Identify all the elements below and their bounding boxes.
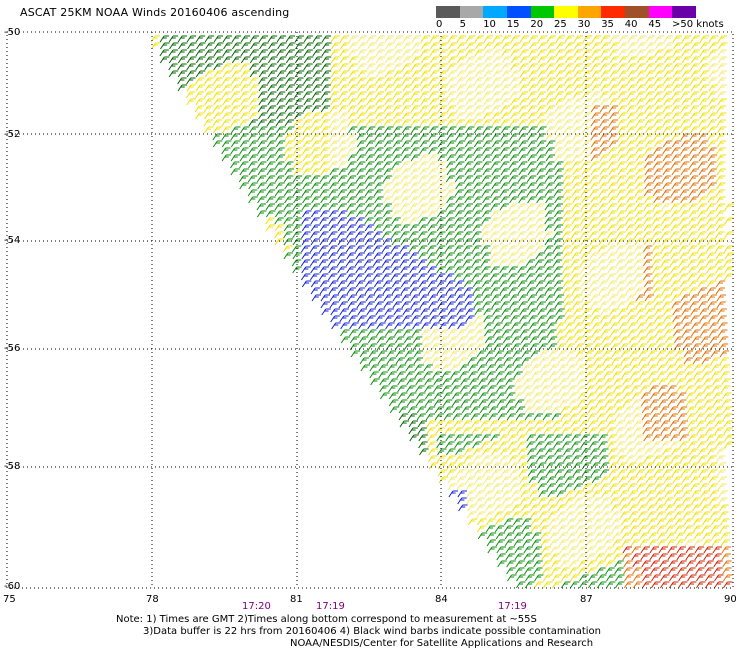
- scale-label: 10: [483, 19, 496, 30]
- lat-label: -56: [4, 343, 20, 354]
- lon-label: 78: [146, 594, 159, 605]
- lon-label: 84: [435, 594, 448, 605]
- scale-swatch: [436, 6, 460, 18]
- note-line-2: 3)Data buffer is 22 hrs from 20160406 4)…: [143, 626, 601, 637]
- time-label: 17:20: [242, 601, 271, 612]
- lon-label: 81: [290, 594, 303, 605]
- wind-barbs: [212, 126, 625, 589]
- lat-label: -58: [4, 461, 20, 472]
- lat-lon-grid: [6, 31, 734, 589]
- scale-swatch: [554, 6, 578, 18]
- scale-label: 0: [436, 19, 443, 30]
- scale-swatch: [530, 6, 555, 18]
- scale-label: 25: [554, 19, 567, 30]
- scale-swatch: [506, 6, 531, 18]
- wind-barbs: [300, 210, 475, 512]
- lat-label: -52: [4, 129, 20, 140]
- scale-swatch: [625, 6, 649, 18]
- scale-swatch: [459, 6, 484, 18]
- scale-label: 15: [506, 19, 520, 30]
- time-label: 17:19: [316, 601, 345, 612]
- wind-barbs: [150, 35, 734, 589]
- scale-label: 5: [459, 19, 466, 30]
- scale-label: >50 knots: [672, 19, 724, 30]
- scale-swatch: [601, 6, 626, 18]
- wind-barbs: [329, 35, 728, 568]
- scale-swatch: [483, 6, 507, 18]
- wind-speed-color-scale: [436, 6, 697, 18]
- wind-barbs: [590, 105, 733, 589]
- note-line-1: Note: 1) Times are GMT 2)Times along bot…: [116, 614, 537, 625]
- lat-label: -60: [4, 581, 20, 592]
- wind-barb-swath: [150, 35, 734, 589]
- scale-swatch: [648, 6, 673, 18]
- lon-label: 75: [3, 594, 16, 605]
- note-line-3: NOAA/NESDIS/Center for Satellite Applica…: [290, 638, 594, 649]
- map-frame: [6, 31, 734, 589]
- wind-barbs: [622, 546, 733, 589]
- lat-label: -50: [4, 27, 20, 38]
- wind-barbs: [159, 35, 429, 456]
- time-label: 17:19: [498, 601, 527, 612]
- wind-speed-scale-labels: 0 5 10 15 20 25 30 35 40 45 >50 knots: [430, 19, 740, 31]
- lat-label: -54: [4, 235, 20, 246]
- scale-label: 35: [601, 19, 614, 30]
- map-title: ASCAT 25KM NOAA Winds 20160406 ascending: [20, 6, 290, 19]
- scale-label: 40: [624, 19, 638, 30]
- scale-label: 20: [530, 19, 544, 30]
- scale-swatch: [672, 6, 697, 18]
- lon-label: 87: [580, 594, 593, 605]
- scale-label: 30: [577, 19, 591, 30]
- scale-label: 45: [648, 19, 662, 30]
- axis-labels: -50 -52 -54 -56 -58 -60 75 78 81 84 87 9…: [3, 27, 737, 612]
- lon-label: 90: [724, 594, 737, 605]
- scale-swatch: [577, 6, 602, 18]
